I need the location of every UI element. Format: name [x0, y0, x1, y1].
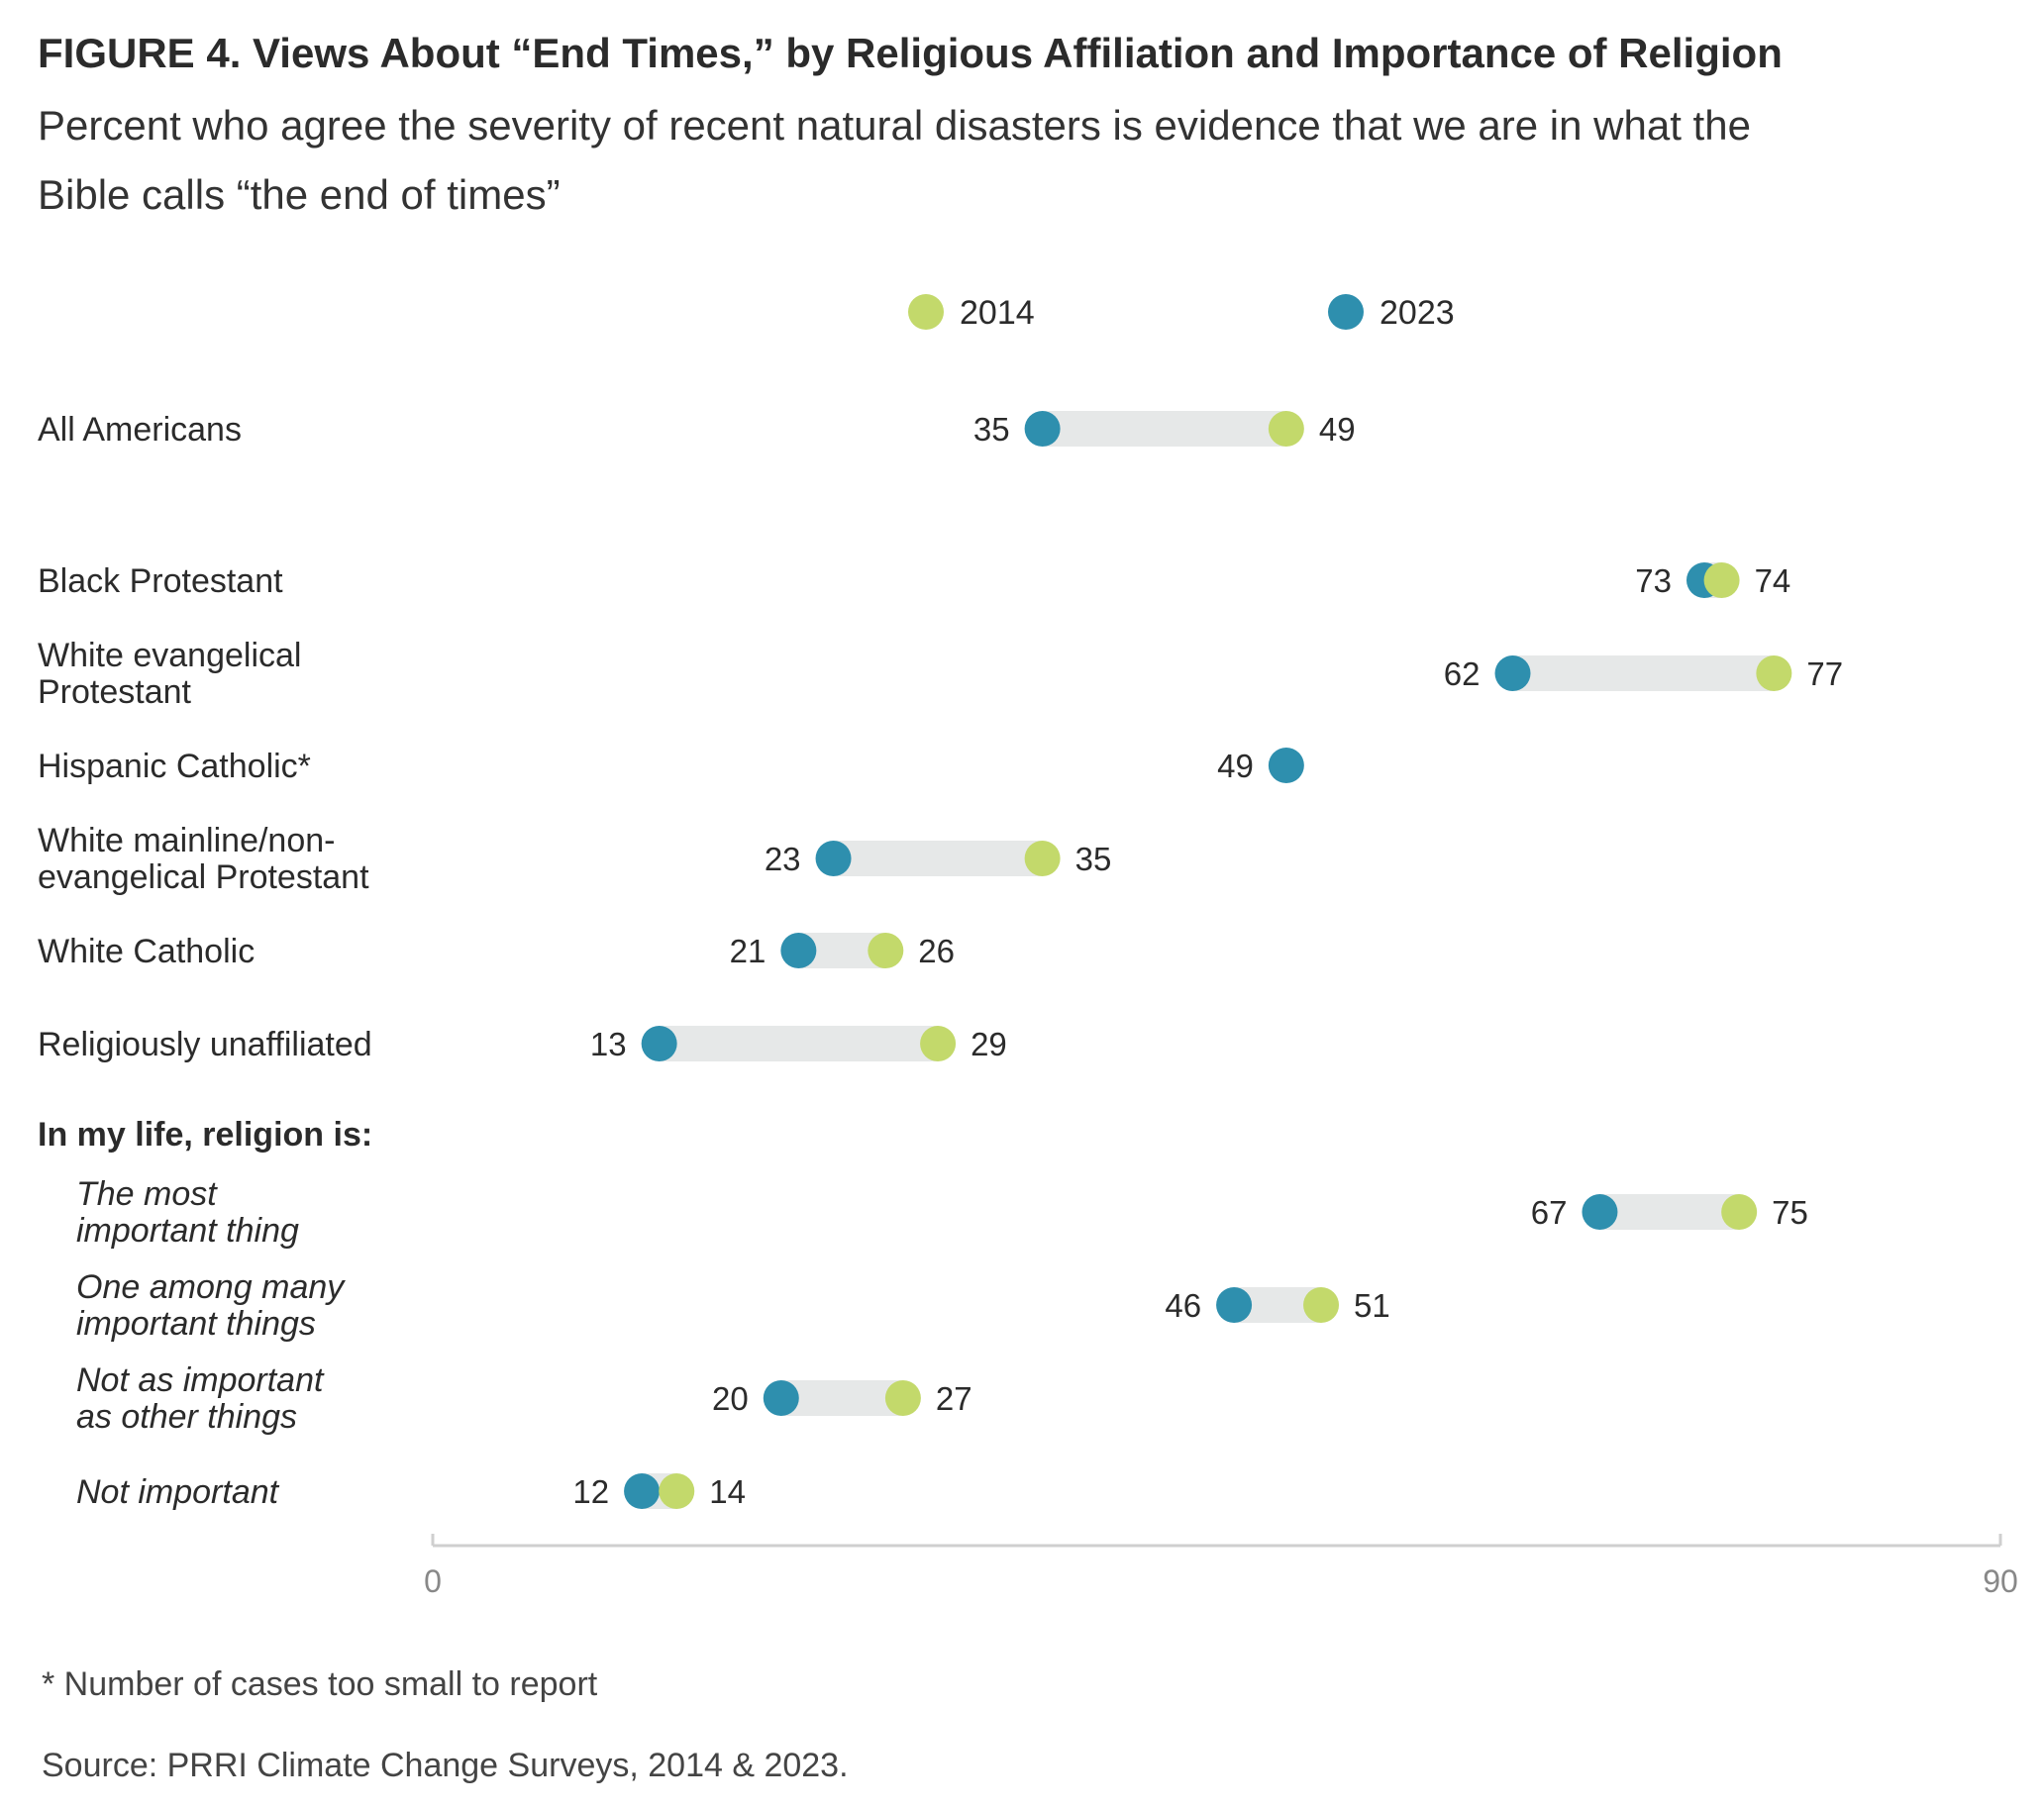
- value-label-high: 29: [971, 1026, 1007, 1062]
- range-bar: [1042, 411, 1286, 447]
- row-label: evangelical Protestant: [38, 858, 369, 896]
- legend-marker-2023: [1328, 294, 1364, 330]
- row-label: Black Protestant: [38, 562, 283, 600]
- value-label-high: 51: [1354, 1287, 1390, 1324]
- row-label: Religiously unaffiliated: [38, 1026, 372, 1063]
- value-label-high: 27: [936, 1380, 972, 1417]
- dot-2014: [1721, 1194, 1758, 1230]
- row-label: as other things: [76, 1398, 297, 1436]
- legend-label-2023: 2023: [1380, 294, 1455, 332]
- x-tick-label: 90: [1983, 1563, 2018, 1599]
- row-label: One among many: [76, 1268, 346, 1306]
- value-label-low: 23: [765, 841, 801, 877]
- value-label-high: 26: [918, 933, 955, 969]
- dot-2014: [1756, 655, 1792, 691]
- dot-2023: [641, 1026, 677, 1061]
- row-label: White evangelical: [38, 637, 301, 674]
- dot-2023: [1582, 1194, 1618, 1230]
- value-label-high: 74: [1755, 562, 1791, 599]
- footnote: * Number of cases too small to report: [42, 1665, 598, 1703]
- value-label-high: 35: [1075, 841, 1112, 877]
- row-label: important thing: [76, 1212, 299, 1250]
- dot-2023: [1268, 748, 1304, 783]
- value-label-low: 35: [973, 411, 1010, 448]
- value-label-high: 75: [1772, 1194, 1808, 1231]
- row-label: Not important: [76, 1473, 280, 1511]
- row-label: The most: [76, 1175, 218, 1213]
- value-label-low: 20: [712, 1380, 749, 1417]
- dot-2014: [884, 1380, 921, 1416]
- dot-2023: [1216, 1287, 1253, 1323]
- value-label-low: 67: [1531, 1194, 1568, 1231]
- row-label: Protestant: [38, 673, 192, 711]
- row-label: All Americans: [38, 411, 242, 449]
- value-label-low: 13: [590, 1026, 627, 1062]
- value-label-low: 21: [730, 933, 766, 969]
- dot-2014: [868, 933, 904, 968]
- value-label-high: 49: [1319, 411, 1356, 448]
- row-label: White Catholic: [38, 933, 255, 970]
- range-bar: [1599, 1194, 1740, 1230]
- range-bar: [659, 1026, 939, 1061]
- range-bar: [1512, 655, 1775, 691]
- range-bar: [780, 1380, 903, 1416]
- value-label-low: 73: [1635, 562, 1672, 599]
- plot-area: All Americans 35 49 Black Protestant 73 74 Whi…: [38, 411, 1843, 1511]
- chart-subtitle-line-2: Bible calls “the end of times”: [38, 171, 561, 218]
- row-label: Hispanic Catholic*: [38, 748, 311, 785]
- value-label-low: 62: [1444, 655, 1481, 692]
- dot-2023: [1494, 655, 1531, 691]
- row-label: White mainline/non-: [38, 822, 335, 859]
- value-label-high: 77: [1806, 655, 1843, 692]
- section-label-importance: In my life, religion is:: [38, 1116, 372, 1154]
- legend-marker-2014: [908, 294, 944, 330]
- dot-2023: [1024, 411, 1061, 447]
- value-label-low: 46: [1165, 1287, 1201, 1324]
- source-note: Source: PRRI Climate Change Surveys, 201…: [42, 1747, 849, 1784]
- dot-2023: [763, 1380, 799, 1416]
- row-label: Not as important: [76, 1361, 325, 1399]
- legend-label-2014: 2014: [960, 294, 1035, 332]
- chart-title: FIGURE 4. Views About “End Times,” by Re…: [38, 30, 1783, 76]
- value-label-low: 49: [1217, 748, 1254, 784]
- x-tick-label: 0: [424, 1563, 442, 1599]
- value-label-high: 14: [709, 1473, 746, 1510]
- legend: 2014 2023: [908, 294, 1455, 332]
- dot-2014: [1303, 1287, 1340, 1323]
- dot-2014: [920, 1026, 957, 1061]
- row-label: important things: [76, 1305, 316, 1343]
- range-bar: [833, 841, 1043, 876]
- dot-2014: [659, 1473, 695, 1509]
- value-label-low: 12: [572, 1473, 609, 1510]
- dot-2014: [1024, 841, 1061, 876]
- dot-2014: [1703, 562, 1740, 598]
- chart-subtitle-line-1: Percent who agree the severity of recent…: [38, 102, 1751, 149]
- dot-2023: [624, 1473, 661, 1509]
- dot-2023: [780, 933, 817, 968]
- dot-2014: [1268, 411, 1304, 447]
- x-axis: 0 90: [424, 1534, 2018, 1599]
- dot-2023: [815, 841, 852, 876]
